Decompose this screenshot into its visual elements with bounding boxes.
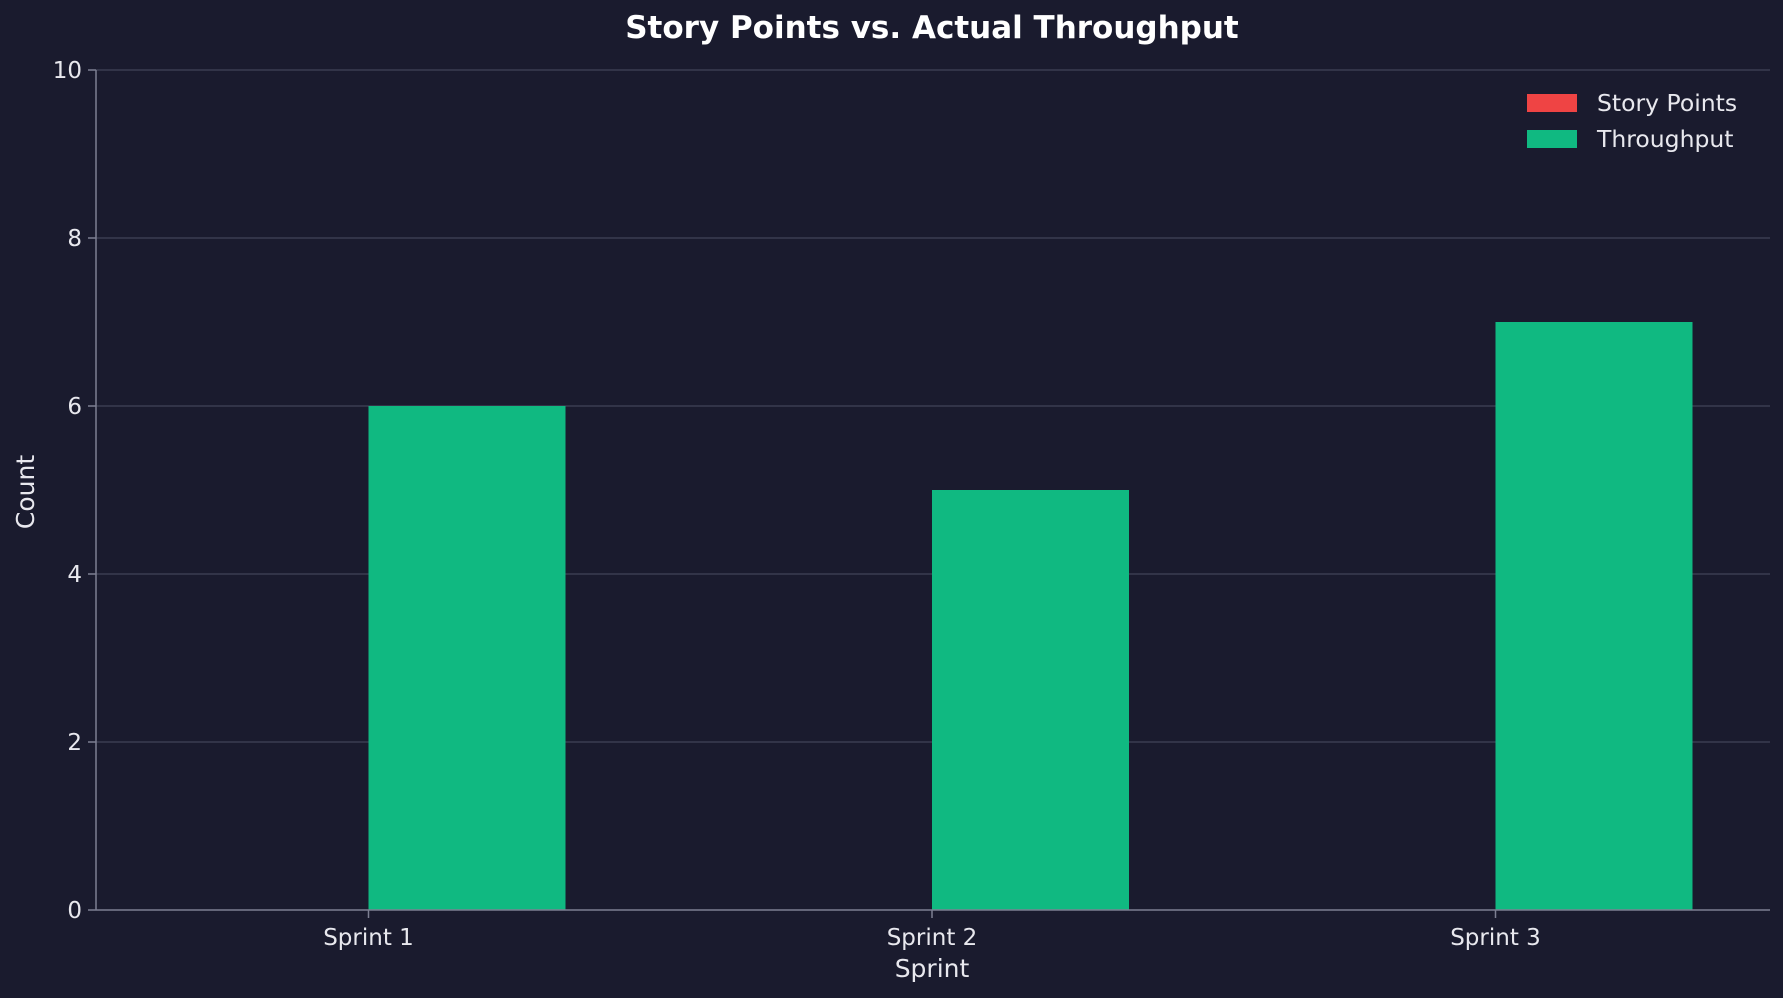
bar-throughput xyxy=(932,490,1129,910)
y-tick-label: 10 xyxy=(53,58,82,84)
x-tick-label: Sprint 2 xyxy=(887,925,978,951)
bars xyxy=(368,322,1693,910)
axes xyxy=(95,70,1770,911)
y-axis-ticks: 0 2 4 6 8 10 xyxy=(53,58,96,924)
x-tick-label: Sprint 1 xyxy=(323,925,414,951)
legend: Story Points Throughput xyxy=(1527,89,1737,153)
y-tick-label: 2 xyxy=(67,730,82,756)
legend-label: Throughput xyxy=(1596,125,1734,153)
legend-swatch-story-points xyxy=(1527,94,1577,112)
y-tick-label: 8 xyxy=(67,226,82,252)
x-axis-label: Sprint xyxy=(895,954,970,983)
legend-swatch-throughput xyxy=(1527,130,1577,148)
bar-throughput xyxy=(368,406,566,910)
x-tick-label: Sprint 3 xyxy=(1450,925,1541,951)
y-axis-label: Count xyxy=(11,455,40,529)
y-tick-label: 4 xyxy=(67,562,82,588)
y-tick-label: 6 xyxy=(67,394,82,420)
bar-throughput xyxy=(1495,322,1693,910)
legend-label: Story Points xyxy=(1597,89,1737,117)
y-tick-label: 0 xyxy=(67,898,82,924)
x-axis-ticks: Sprint 1 Sprint 2 Sprint 3 xyxy=(323,910,1541,951)
chart-title: Story Points vs. Actual Throughput xyxy=(625,10,1239,46)
